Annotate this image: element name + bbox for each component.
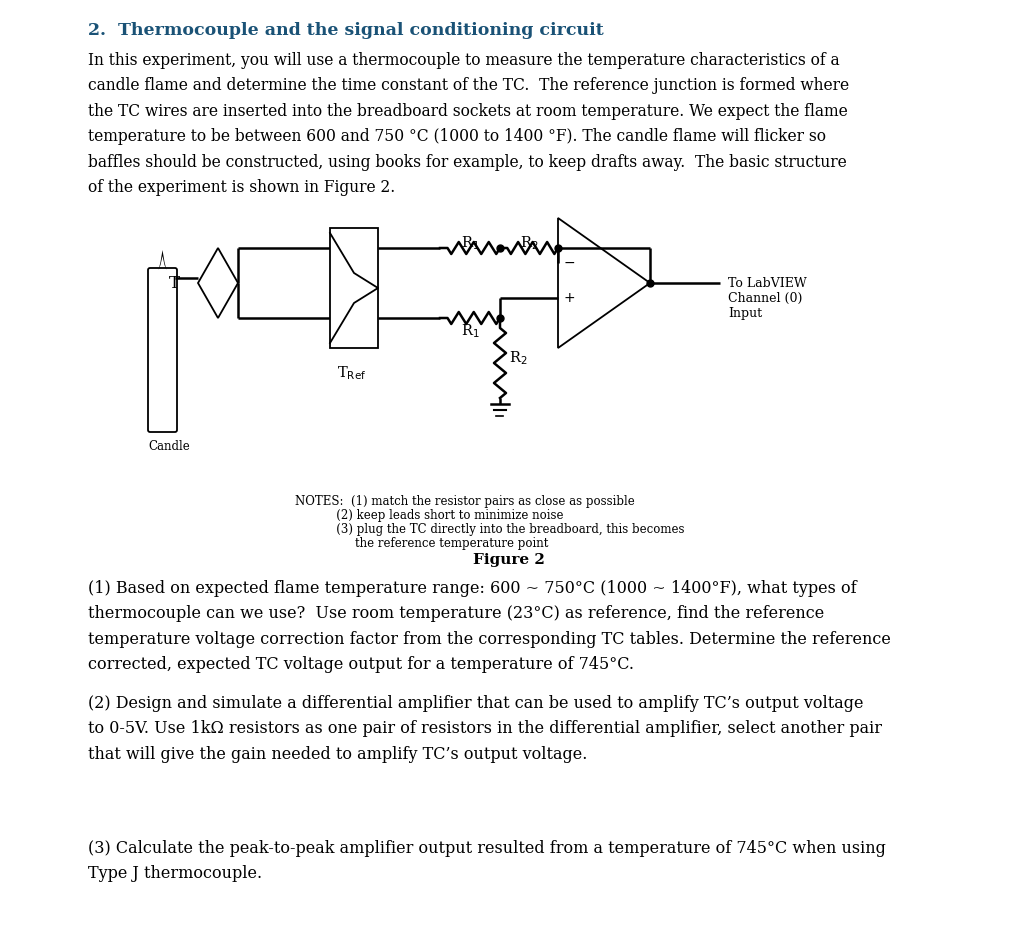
Text: (2) Design and simulate a differential amplifier that can be used to amplify TC’: (2) Design and simulate a differential a… bbox=[88, 695, 882, 763]
Polygon shape bbox=[197, 248, 238, 318]
Text: (1) Based on expected flame temperature range: 600 ~ 750°C (1000 ~ 1400°F), what: (1) Based on expected flame temperature … bbox=[88, 580, 891, 674]
Text: Candle: Candle bbox=[148, 440, 189, 453]
Text: R$_1$: R$_1$ bbox=[461, 234, 479, 251]
Text: (3) Calculate the peak-to-peak amplifier output resulted from a temperature of 7: (3) Calculate the peak-to-peak amplifier… bbox=[88, 840, 886, 883]
Text: (3) plug the TC directly into the breadboard, this becomes: (3) plug the TC directly into the breadb… bbox=[295, 523, 684, 536]
Text: R$_1$: R$_1$ bbox=[461, 322, 479, 340]
Text: R$_2$: R$_2$ bbox=[509, 349, 527, 367]
Text: NOTES:  (1) match the resistor pairs as close as possible: NOTES: (1) match the resistor pairs as c… bbox=[295, 495, 635, 508]
Text: T: T bbox=[169, 275, 180, 292]
Text: To LabVIEW
Channel (0)
Input: To LabVIEW Channel (0) Input bbox=[728, 277, 806, 320]
Text: −: − bbox=[564, 256, 575, 270]
Polygon shape bbox=[159, 250, 167, 270]
Text: In this experiment, you will use a thermocouple to measure the temperature chara: In this experiment, you will use a therm… bbox=[88, 52, 849, 197]
FancyBboxPatch shape bbox=[148, 268, 177, 432]
Bar bbox=[330, 228, 378, 348]
Polygon shape bbox=[558, 218, 651, 348]
Text: the reference temperature point: the reference temperature point bbox=[295, 537, 549, 550]
Text: T$_{\rm Ref}$: T$_{\rm Ref}$ bbox=[337, 364, 366, 382]
Text: 2.  Thermocouple and the signal conditioning circuit: 2. Thermocouple and the signal condition… bbox=[88, 22, 604, 39]
Text: R$_2$: R$_2$ bbox=[520, 234, 539, 251]
Text: (2) keep leads short to minimize noise: (2) keep leads short to minimize noise bbox=[295, 509, 564, 522]
Text: +: + bbox=[564, 291, 575, 305]
Text: Figure 2: Figure 2 bbox=[473, 553, 545, 567]
